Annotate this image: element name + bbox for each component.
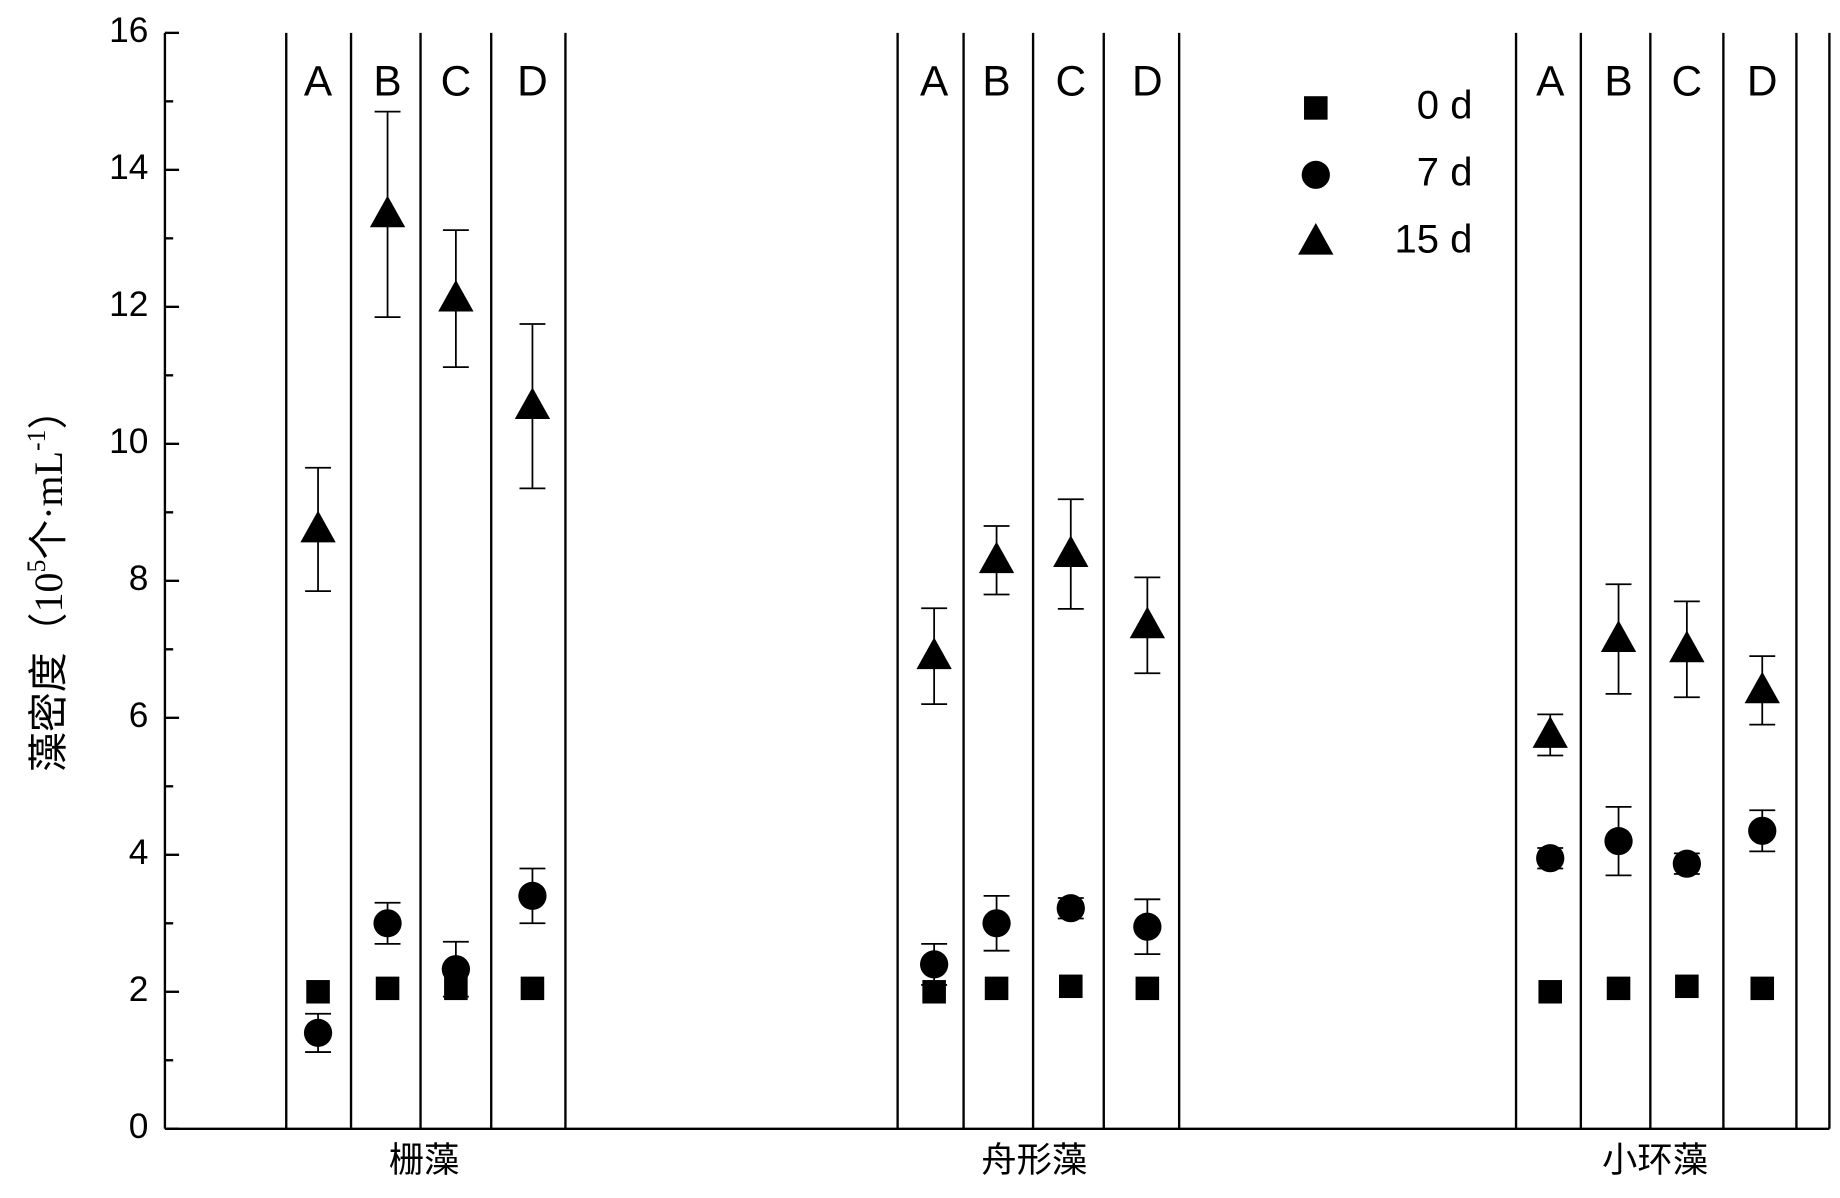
point <box>984 976 1009 1001</box>
point <box>1675 974 1699 999</box>
point <box>375 976 400 1001</box>
point <box>1750 976 1775 1001</box>
point <box>306 980 330 1004</box>
legend-marker <box>1298 222 1334 255</box>
subgroup-label: D <box>1132 58 1163 105</box>
point <box>1538 980 1562 1004</box>
point <box>1532 716 1568 748</box>
point <box>1135 976 1160 1001</box>
point <box>520 976 545 1001</box>
point <box>982 909 1011 938</box>
subgroup-label: A <box>1536 58 1565 105</box>
point <box>1744 671 1780 704</box>
y-axis-label-part: ） <box>26 390 71 430</box>
point <box>1129 606 1166 639</box>
y-axis-label-part: 藻密度（10 <box>26 573 71 772</box>
point <box>1536 844 1565 873</box>
subgroup-label: B <box>982 58 1010 105</box>
point <box>1053 535 1089 568</box>
point <box>514 387 551 420</box>
y-tick-label: 4 <box>129 833 149 872</box>
point <box>1672 849 1701 878</box>
subgroup-label: A <box>920 58 949 105</box>
y-tick-label: 14 <box>109 148 148 187</box>
point <box>438 279 474 312</box>
y-tick-label: 6 <box>129 696 149 735</box>
group-label: 舟形藻 <box>981 1141 1087 1180</box>
subgroup-label: C <box>441 58 472 105</box>
legend-label: 15 d <box>1395 217 1473 261</box>
y-axis-label-part: 个·mL <box>26 451 71 560</box>
point <box>916 637 952 670</box>
y-tick-label: 10 <box>109 422 148 461</box>
y-tick-label: 8 <box>129 559 149 598</box>
subgroup-label: D <box>517 58 548 105</box>
subgroup-label: C <box>1672 58 1703 105</box>
legend-label: 0 d <box>1417 84 1473 128</box>
point <box>369 195 406 228</box>
point <box>1748 816 1777 845</box>
legend-marker <box>1301 160 1330 189</box>
point <box>303 1018 333 1047</box>
subgroup-label: B <box>1604 58 1632 105</box>
group-label: 栅藻 <box>389 1141 460 1180</box>
point <box>922 980 946 1004</box>
group-label: 小环藻 <box>1602 1141 1708 1180</box>
legend-label: 7 d <box>1417 150 1473 194</box>
point <box>1600 620 1637 652</box>
point <box>300 510 336 543</box>
point <box>373 909 402 938</box>
point <box>1669 630 1705 663</box>
point <box>1133 912 1162 941</box>
y-axis-label: 藻密度（105个·mL-1） <box>22 390 71 772</box>
y-axis-label-part: 5 <box>22 560 51 573</box>
subgroup-label: A <box>304 58 333 105</box>
point <box>1056 894 1085 923</box>
point <box>518 881 547 910</box>
point <box>1606 976 1631 1001</box>
point <box>920 950 949 979</box>
subgroup-label: B <box>373 58 401 105</box>
point <box>441 955 471 984</box>
y-tick-label: 16 <box>109 11 148 50</box>
subgroup-label: D <box>1747 58 1778 105</box>
y-tick-label: 12 <box>109 285 148 324</box>
y-tick-label: 2 <box>129 970 149 1009</box>
y-axis-label-part: -1 <box>22 430 51 452</box>
point <box>1604 827 1633 856</box>
y-tick-label: 0 <box>129 1107 149 1146</box>
point <box>1059 974 1083 999</box>
point <box>978 541 1015 574</box>
subgroup-label: C <box>1055 58 1086 105</box>
legend-marker <box>1304 96 1328 120</box>
